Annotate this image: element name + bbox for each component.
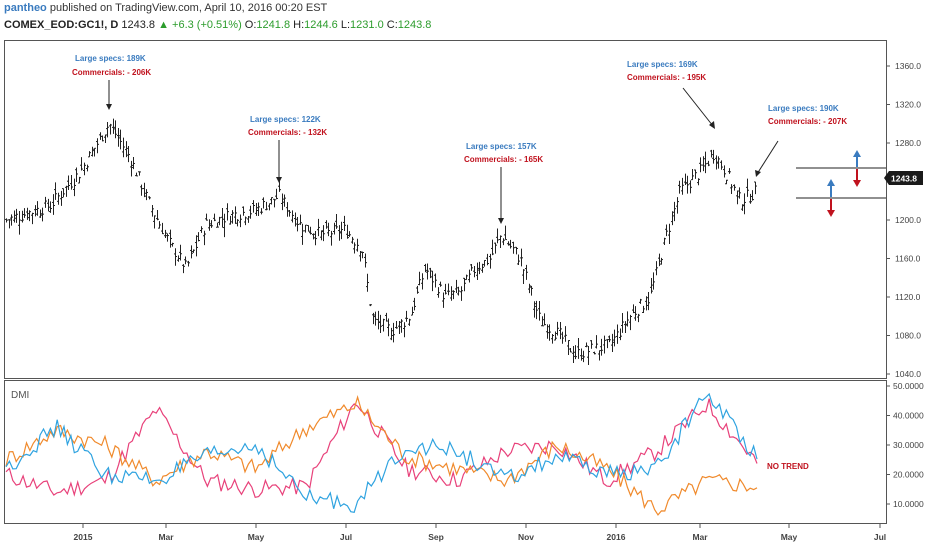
current-price-text: 1243.8 [891, 174, 917, 184]
annotation-5: Large specs: 190K Commercials: - 207K [755, 104, 847, 177]
dmi-line-2 [5, 395, 758, 516]
candlestick-series [5, 118, 757, 366]
annotation-2: Large specs: 122K Commercials: - 132K [248, 115, 327, 183]
last-price: 1243.8 [121, 19, 156, 31]
annotation-specs-5: Large specs: 190K [768, 104, 839, 113]
time-tick-label: May [781, 532, 798, 542]
annotation-arrowhead-2 [276, 177, 282, 183]
price-tick-label: 1120.0 [895, 292, 921, 302]
dmi-tick-label: 30.0000 [893, 440, 924, 450]
annotation-specs-2: Large specs: 122K [250, 115, 321, 124]
dmi-tick-label: 40.0000 [893, 411, 924, 421]
current-price-marker: 1243.8 [884, 171, 923, 185]
time-tick-label: Sep [428, 532, 444, 542]
price-tick-label: 1080.0 [895, 331, 921, 341]
close-value: 1243.8 [397, 19, 432, 31]
annotation-commercials-4: Commercials: - 195K [627, 73, 706, 82]
symbol-info-bar: COMEX_EOD:GC1!, D 1243.8 ▲ +6.3 (+0.51%)… [4, 19, 431, 31]
dmi-axis[interactable]: 10.0000 20.0000 30.0000 40.0000 50.0000 [886, 381, 924, 509]
close-label: C: [386, 19, 398, 31]
annotation-commercials-2: Commercials: - 132K [248, 128, 327, 137]
author-name[interactable]: pantheo [4, 2, 47, 14]
time-axis[interactable]: 2015 Mar May Jul Sep Nov 2016 Mar May Jul [74, 523, 887, 542]
dmi-line-1 [5, 398, 758, 498]
time-tick-label: 2016 [607, 532, 626, 542]
annotation-arrowhead-4 [709, 121, 715, 129]
annotation-3: Large specs: 157K Commercials: - 165K [464, 142, 543, 224]
price-tick-label: 1160.0 [895, 254, 921, 264]
red-down-arrowhead-1 [827, 210, 835, 217]
annotation-4: Large specs: 169K Commercials: - 195K [627, 60, 715, 129]
open-value: 1241.8 [256, 19, 291, 31]
trend-arrows [796, 150, 886, 217]
blue-up-arrowhead-1 [827, 179, 835, 186]
annotation-commercials-1: Commercials: - 206K [72, 68, 151, 77]
price-tick-label: 1320.0 [895, 100, 921, 110]
dmi-tick-label: 10.0000 [893, 499, 924, 509]
annotation-commercials-5: Commercials: - 207K [768, 117, 847, 126]
annotation-commercials-3: Commercials: - 165K [464, 155, 543, 164]
publish-info: pantheo published on TradingView.com, Ap… [4, 2, 327, 14]
annotation-1: Large specs: 189K Commercials: - 206K [72, 54, 151, 110]
low-label: L: [340, 19, 351, 31]
no-trend-label: NO TREND [767, 462, 809, 471]
current-price-box [884, 171, 923, 185]
time-tick-label: Mar [692, 532, 708, 542]
dmi-line-3 [5, 392, 758, 513]
blue-up-arrowhead-2 [853, 150, 861, 157]
time-tick-label: Jul [340, 532, 352, 542]
annotation-arrow-5 [756, 140, 779, 175]
high-value: 1244.6 [304, 19, 338, 31]
time-tick-label: 2015 [74, 532, 93, 542]
annotation-arrowhead-1 [106, 104, 112, 110]
dmi-series [5, 392, 758, 516]
dmi-tick-label: 20.0000 [893, 470, 924, 480]
time-tick-label: May [248, 532, 265, 542]
symbol-name: COMEX_EOD:GC1!, D [4, 19, 119, 31]
annotation-specs-1: Large specs: 189K [75, 54, 146, 63]
price-pane-frame [4, 40, 887, 379]
open-label: O: [244, 19, 257, 31]
high-label: H: [293, 19, 305, 31]
time-tick-label: Nov [518, 532, 534, 542]
annotation-arrow-4 [682, 87, 714, 127]
price-tick-label: 1040.0 [895, 369, 921, 379]
annotation-arrowhead-5 [755, 170, 761, 177]
annotation-specs-4: Large specs: 169K [627, 60, 698, 69]
time-tick-label: Mar [158, 532, 174, 542]
dmi-pane-frame [4, 380, 887, 524]
time-tick-label: Jul [874, 532, 886, 542]
price-change: ▲ +6.3 (+0.51%) [158, 19, 242, 31]
price-tick-label: 1200.0 [895, 215, 921, 225]
annotation-specs-3: Large specs: 157K [466, 142, 537, 151]
red-down-arrowhead-2 [853, 180, 861, 187]
dmi-tick-label: 50.0000 [893, 381, 924, 391]
price-tick-label: 1360.0 [895, 61, 921, 71]
low-value: 1231.0 [350, 19, 384, 31]
dmi-title: DMI [11, 390, 29, 401]
publish-date: published on TradingView.com, April 10, … [49, 2, 328, 14]
price-tick-label: 1280.0 [895, 138, 921, 148]
annotation-arrowhead-3 [498, 218, 504, 224]
price-axis[interactable]: 1040.01080.01120.01160.01200.01240.01280… [886, 61, 921, 379]
